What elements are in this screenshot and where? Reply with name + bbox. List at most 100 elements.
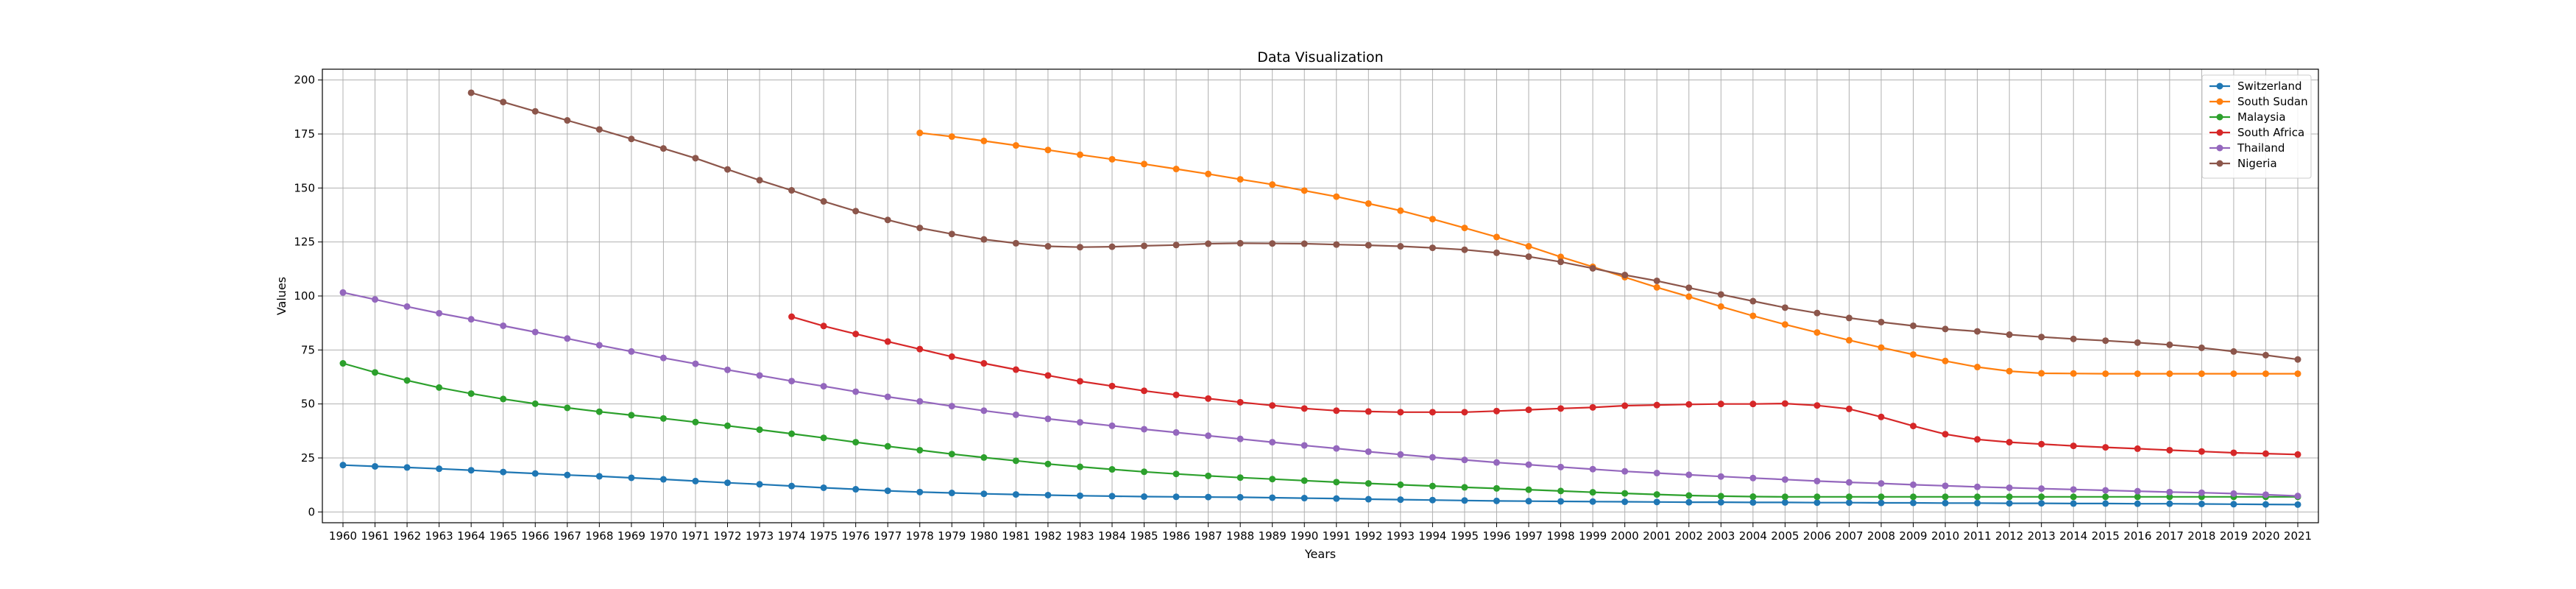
data-point-south-sudan xyxy=(1429,216,1436,223)
x-tick-label: 1972 xyxy=(713,529,741,543)
data-point-south-africa xyxy=(1172,391,1180,398)
data-point-nigeria xyxy=(628,135,635,143)
data-point-nigeria xyxy=(2166,341,2173,348)
data-point-malaysia xyxy=(1365,480,1372,487)
data-point-thailand xyxy=(980,407,988,415)
data-point-malaysia xyxy=(788,430,796,437)
data-point-malaysia xyxy=(852,439,860,446)
x-tick-label: 2000 xyxy=(1611,529,1639,543)
data-point-malaysia xyxy=(1845,493,1853,501)
data-point-south-sudan xyxy=(916,130,924,137)
series-south-africa xyxy=(788,313,2301,458)
series-switzerland xyxy=(339,462,2301,508)
data-point-south-africa xyxy=(2230,449,2237,456)
data-point-thailand xyxy=(1685,471,1693,479)
legend-marker-switzerland xyxy=(2216,82,2223,90)
data-point-malaysia xyxy=(1814,493,1821,501)
data-point-malaysia xyxy=(692,418,699,426)
data-point-malaysia xyxy=(1397,481,1404,488)
data-point-switzerland xyxy=(1878,499,1885,507)
data-point-switzerland xyxy=(403,464,411,471)
x-tick-label: 1967 xyxy=(553,529,581,543)
data-point-thailand xyxy=(1397,451,1404,458)
data-point-south-africa xyxy=(788,313,796,320)
x-tick-label: 1964 xyxy=(457,529,485,543)
x-tick-label: 1984 xyxy=(1098,529,1126,543)
x-tick-label: 2020 xyxy=(2251,529,2279,543)
data-point-south-sudan xyxy=(2230,370,2237,378)
data-point-thailand xyxy=(628,348,635,355)
data-point-switzerland xyxy=(659,476,667,483)
series-line-switzerland xyxy=(342,464,2299,506)
data-point-nigeria xyxy=(1781,304,1788,311)
data-point-switzerland xyxy=(467,467,475,474)
data-point-nigeria xyxy=(1044,243,1052,250)
data-point-south-africa xyxy=(1365,408,1372,415)
data-point-malaysia xyxy=(339,360,347,367)
series-line-south-sudan xyxy=(919,132,2298,375)
data-point-south-africa xyxy=(1108,382,1116,389)
data-point-switzerland xyxy=(1781,498,1788,506)
x-tick-label: 1975 xyxy=(810,529,838,543)
data-point-switzerland xyxy=(1429,496,1436,504)
data-point-malaysia xyxy=(403,377,411,384)
data-point-switzerland xyxy=(1461,497,1468,504)
data-point-south-africa xyxy=(916,345,924,353)
x-tick-label: 1973 xyxy=(746,529,774,543)
x-tick-label: 1991 xyxy=(1323,529,1351,543)
data-point-south-sudan xyxy=(1301,187,1308,194)
data-point-thailand xyxy=(1269,439,1276,446)
y-tick-label: 0 xyxy=(308,505,315,518)
data-point-thailand xyxy=(1493,459,1500,466)
data-point-south-sudan xyxy=(1493,233,1500,241)
data-point-switzerland xyxy=(2038,500,2045,507)
x-tick-label: 2001 xyxy=(1643,529,1671,543)
data-point-malaysia xyxy=(1205,472,1212,479)
data-point-switzerland xyxy=(1845,499,1853,507)
x-tick-label: 2019 xyxy=(2220,529,2248,543)
data-point-switzerland xyxy=(1076,492,1083,499)
data-point-switzerland xyxy=(531,470,539,477)
data-point-south-africa xyxy=(1685,401,1693,408)
data-point-switzerland xyxy=(1301,495,1308,502)
data-point-south-sudan xyxy=(1557,253,1565,261)
data-point-switzerland xyxy=(980,490,988,498)
data-point-nigeria xyxy=(756,177,763,184)
data-point-nigeria xyxy=(1717,291,1724,298)
data-point-malaysia xyxy=(1717,493,1724,500)
x-tick-label: 2004 xyxy=(1739,529,1767,543)
data-point-thailand xyxy=(1878,480,1885,487)
x-tick-label: 2016 xyxy=(2123,529,2151,543)
data-point-thailand xyxy=(1365,448,1372,455)
data-point-south-africa xyxy=(2134,445,2141,452)
y-tick-label: 50 xyxy=(301,398,315,411)
data-point-nigeria xyxy=(1621,272,1629,279)
data-point-switzerland xyxy=(339,462,347,469)
data-point-thailand xyxy=(500,322,507,329)
x-tick-label: 2012 xyxy=(1995,529,2023,543)
data-point-switzerland xyxy=(2262,501,2269,508)
x-tick-label: 1978 xyxy=(906,529,934,543)
x-axis: 1960 1961 1962 1963 1964 1965 1966 1967 1968 1969… xyxy=(329,523,2312,543)
x-tick-label: 2015 xyxy=(2092,529,2120,543)
data-point-switzerland xyxy=(1525,498,1532,505)
legend-label-thailand: Thailand xyxy=(2237,141,2285,155)
data-point-south-africa xyxy=(1814,402,1821,409)
data-point-malaysia xyxy=(564,404,571,412)
data-point-south-africa xyxy=(1397,409,1404,416)
data-point-nigeria xyxy=(1461,246,1468,253)
data-point-malaysia xyxy=(1108,466,1116,473)
x-tick-label: 2003 xyxy=(1707,529,1735,543)
data-point-south-sudan xyxy=(1269,181,1276,188)
x-tick-label: 1999 xyxy=(1579,529,1607,543)
data-point-nigeria xyxy=(1397,243,1404,250)
data-point-thailand xyxy=(1205,432,1212,440)
x-tick-label: 2005 xyxy=(1771,529,1799,543)
data-point-south-sudan xyxy=(1172,166,1180,173)
data-point-switzerland xyxy=(500,468,507,476)
y-tick-label: 175 xyxy=(294,127,315,141)
x-tick-label: 2014 xyxy=(2059,529,2087,543)
data-point-malaysia xyxy=(1429,482,1436,490)
data-point-malaysia xyxy=(1910,493,1917,501)
x-tick-label: 1996 xyxy=(1482,529,1510,543)
